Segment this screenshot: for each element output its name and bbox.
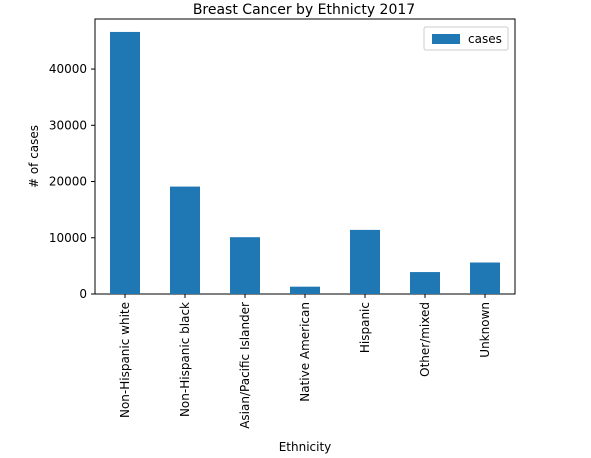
bar-unknown	[470, 262, 500, 294]
chart-title: Breast Cancer by Ethnicty 2017	[193, 2, 415, 18]
legend-frame	[423, 26, 509, 51]
x-axis-label: Ethnicity	[279, 440, 332, 454]
x-tick-label: Asian/Pacific Islander	[238, 302, 252, 429]
bar-non-hispanic-white	[110, 31, 140, 294]
bar-asian-pacific-islander	[230, 237, 260, 294]
x-axis: Non-Hispanic white Non-Hispanic black Asia…	[118, 294, 492, 429]
x-tick-label: Hispanic	[358, 302, 372, 353]
x-tick-label: Non-Hispanic black	[178, 302, 192, 417]
y-tick-label: 0	[79, 287, 87, 301]
legend: cases	[423, 26, 509, 51]
bars	[110, 31, 500, 294]
y-axis-label: # of cases	[27, 125, 41, 188]
x-tick-label: Non-Hispanic white	[118, 302, 132, 418]
x-tick-label: Other/mixed	[418, 302, 432, 377]
plot-frame	[94, 18, 516, 295]
y-tick-label: 20000	[49, 175, 87, 189]
legend-swatch-cases	[432, 34, 460, 44]
bar-native-american	[290, 286, 320, 294]
bar-hispanic	[350, 229, 380, 294]
y-axis: 0 10000 20000 30000 40000	[49, 62, 95, 301]
y-tick-label: 40000	[49, 62, 87, 76]
x-tick-label: Native American	[298, 302, 312, 402]
bar-other-mixed	[410, 272, 440, 294]
y-tick-label: 10000	[49, 231, 87, 245]
y-tick-label: 30000	[49, 118, 87, 132]
legend-label-cases: cases	[468, 32, 502, 46]
bar-non-hispanic-black	[170, 186, 200, 294]
x-tick-label: Unknown	[478, 302, 492, 358]
